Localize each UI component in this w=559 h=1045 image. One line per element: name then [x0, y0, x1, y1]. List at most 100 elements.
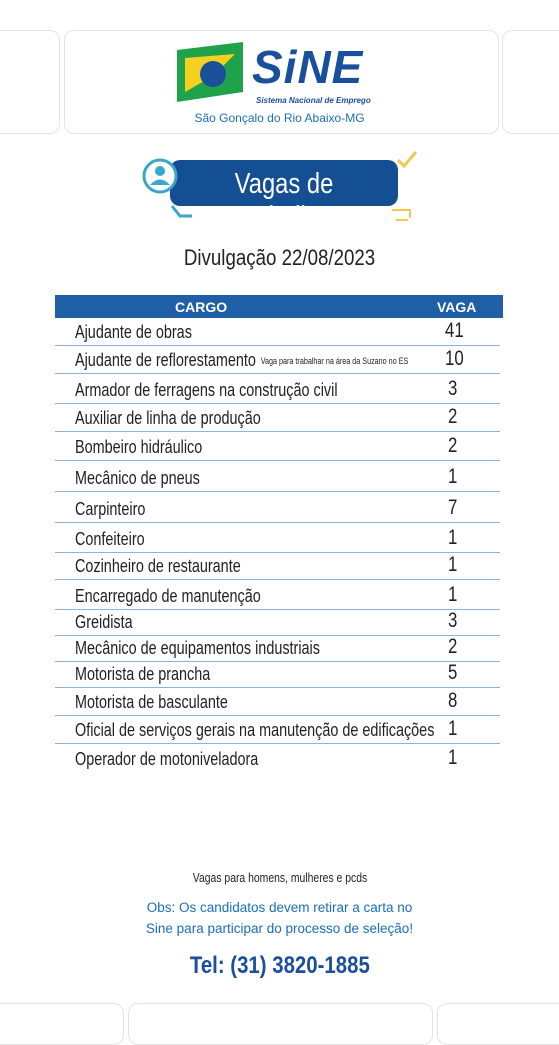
- vaga-cell: 7: [445, 496, 463, 520]
- vaga: 7: [448, 496, 458, 519]
- vaga: 8: [448, 689, 458, 712]
- obs-line: Sine para participar do processo de sele…: [145, 921, 414, 936]
- brand: SiNE: [252, 41, 364, 93]
- table-row: Greidista 3: [55, 609, 500, 636]
- date-line: Divulgação 22/08/2023: [183, 245, 376, 270]
- bottom-card: [0, 1003, 124, 1045]
- vaga-cell: 3: [445, 609, 463, 633]
- phone-text: Tel: (31) 3820-1885: [189, 952, 370, 979]
- cargo-cell: Cozinheiro de restaurante: [75, 556, 282, 577]
- vaga: 2: [448, 405, 458, 428]
- cargo: Ajudante de reflorestamento Vaga para tra…: [75, 350, 409, 370]
- cargo: Carpinteiro: [75, 499, 146, 519]
- phone: Tel: (31) 3820-1885: [0, 952, 559, 980]
- table-row: Armador de ferragens na construção civil…: [55, 374, 500, 404]
- cargo-cell: Mecânico de equipamentos industriais: [75, 638, 381, 659]
- side-card: [0, 30, 60, 134]
- cargo: Ajudante de obras: [75, 322, 192, 342]
- cargo: Mecânico de equipamentos industriais: [75, 638, 320, 658]
- table-row: Ajudante de obras 41: [55, 319, 500, 346]
- obs-line: Obs: Os candidatos devem retirar a carta…: [146, 900, 413, 915]
- table-row: Mecânico de pneus 1: [55, 461, 500, 492]
- cargo: Motorista de prancha: [75, 664, 211, 684]
- banner-graphic: [142, 151, 418, 221]
- logo-flag: [177, 42, 243, 102]
- table-header: CARGO VAGA: [55, 295, 503, 318]
- vaga: 3: [448, 377, 458, 400]
- table-row: Bombeiro hidráulico 2: [55, 432, 500, 461]
- vaga-cell: 1: [445, 717, 463, 741]
- cargo: Greidista: [75, 612, 133, 632]
- cargo: Cozinheiro de restaurante: [75, 556, 241, 576]
- cargo-cell: Motorista de basculante: [75, 692, 266, 713]
- vaga: 3: [448, 609, 458, 632]
- cargo-note: Vaga para trabalhar na área da Suzano no…: [260, 356, 409, 367]
- vaga: 1: [448, 465, 458, 488]
- vaga-cell: 5: [445, 661, 463, 685]
- vaga-cell: 1: [445, 465, 463, 489]
- vaga: 41: [445, 319, 464, 342]
- banner-wrap: Vagas de trabalho: [170, 168, 398, 234]
- cargo-cell: Bombeiro hidráulico: [75, 437, 234, 458]
- cargo-cell: Oficial de serviços gerais na manutenção…: [75, 720, 524, 741]
- logo-card: [64, 30, 499, 134]
- cargo-cell: Encarregado de manutenção: [75, 586, 307, 607]
- vaga: 5: [448, 661, 458, 684]
- table-row: Mecânico de equipamentos industriais 2: [55, 635, 500, 662]
- cargo-cell: Greidista: [75, 612, 147, 633]
- vaga-cell: 2: [445, 635, 463, 659]
- vaga: 1: [448, 553, 458, 576]
- page: SiNE Sistema Nacional de Emprego São Gon…: [0, 30, 559, 1045]
- vaga-cell: 2: [445, 405, 463, 429]
- cargo: Auxiliar de linha de produção: [75, 408, 261, 428]
- vaga-cell: 10: [445, 347, 464, 371]
- bottom-card: [437, 1003, 559, 1045]
- vaga: 1: [448, 717, 458, 740]
- table-row: Encarregado de manutenção 1: [55, 580, 500, 610]
- cargo-cell: Carpinteiro: [75, 499, 163, 520]
- bottom-card: [128, 1003, 433, 1045]
- audience-text: Vagas para homens, mulheres e pcds: [192, 870, 367, 885]
- cargo-cell: Ajudante de obras: [75, 322, 221, 343]
- cargo: Armador de ferragens na construção civil: [75, 380, 338, 400]
- obs: Obs: Os candidatos devem retirar a carta…: [0, 897, 559, 939]
- cargo-cell: Mecânico de pneus: [75, 468, 231, 489]
- cargo: Bombeiro hidráulico: [75, 437, 203, 457]
- cargo: Encarregado de manutenção: [75, 586, 261, 606]
- vaga: 2: [448, 434, 458, 457]
- vaga-cell: 3: [445, 377, 463, 401]
- location: São Gonçalo do Rio Abaixo-MG: [194, 111, 365, 125]
- side-card: [502, 30, 559, 134]
- banner-title: Vagas de trabalho: [234, 168, 334, 233]
- vaga-cell: 8: [445, 689, 463, 713]
- table-row: Motorista de prancha 5: [55, 661, 500, 688]
- table-row: Motorista de basculante 8: [55, 688, 500, 716]
- cargo-cell: Motorista de prancha: [75, 664, 244, 685]
- table-row: Cozinheiro de restaurante 1: [55, 553, 500, 580]
- cargo-cell: Auxiliar de linha de produção: [75, 408, 307, 429]
- cargo: Oficial de serviços gerais na manutenção…: [75, 720, 435, 740]
- vaga-cell: 41: [445, 319, 464, 343]
- audience: Vagas para homens, mulheres e pcds: [0, 870, 559, 885]
- table-row: Carpinteiro 7: [55, 492, 500, 523]
- vaga-cell: 2: [445, 434, 463, 458]
- cargo: Mecânico de pneus: [75, 468, 200, 488]
- vaga: 1: [448, 746, 458, 769]
- cargo-cell: Armador de ferragens na construção civil: [75, 380, 403, 401]
- table-row: Confeiteiro 1: [55, 523, 500, 553]
- vaga-cell: 1: [445, 553, 463, 577]
- vaga: 1: [448, 526, 458, 549]
- cargo: Motorista de basculante: [75, 692, 228, 712]
- cargo: Confeiteiro: [75, 529, 145, 549]
- table-row: Oficial de serviços gerais na manutenção…: [55, 716, 500, 744]
- vaga-cell: 1: [445, 746, 463, 770]
- cargo-cell: Confeiteiro: [75, 529, 162, 550]
- date-wrap: Divulgação 22/08/2023: [0, 245, 559, 271]
- cargo-cell: Ajudante de reflorestamento Vaga para tra…: [75, 350, 492, 371]
- vaga: 2: [448, 635, 458, 658]
- vaga: 1: [448, 583, 458, 606]
- table-row: Auxiliar de linha de produção 2: [55, 404, 500, 432]
- table-row: Ajudante de reflorestamento Vaga para tra…: [55, 346, 500, 374]
- vaga-cell: 1: [445, 583, 463, 607]
- column-header: VAGA: [437, 299, 477, 315]
